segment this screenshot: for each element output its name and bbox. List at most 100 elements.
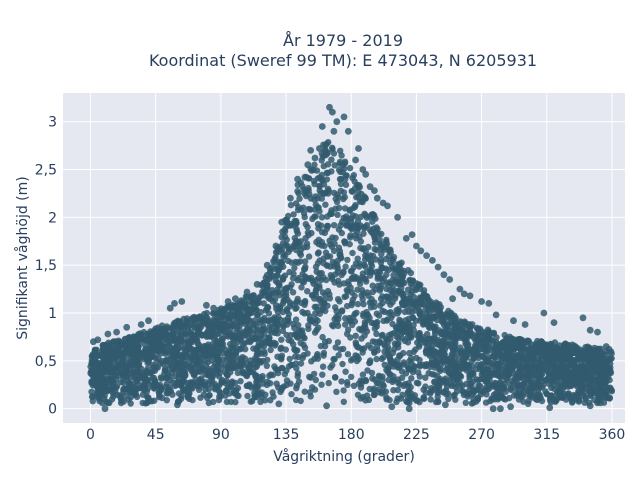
- data-point: [314, 221, 322, 228]
- data-point: [302, 258, 309, 265]
- data-point: [305, 231, 312, 239]
- data-point: [377, 295, 385, 303]
- data-point: [413, 332, 420, 339]
- x-tick-labels: 0 45 90 135 180 225 270 315 360: [86, 427, 625, 443]
- data-point: [309, 292, 317, 299]
- data-point: [272, 242, 280, 250]
- data-point: [510, 317, 517, 325]
- data-point: [246, 327, 254, 334]
- data-point: [360, 301, 367, 308]
- data-point: [502, 369, 509, 376]
- data-point: [379, 307, 386, 314]
- data-point: [519, 372, 526, 379]
- data-point: [131, 374, 138, 381]
- data-point: [393, 341, 400, 348]
- data-point: [330, 356, 337, 363]
- data-point: [244, 318, 251, 325]
- data-point: [335, 312, 342, 319]
- data-point: [107, 387, 115, 394]
- data-point: [224, 372, 231, 379]
- data-point: [331, 316, 338, 323]
- data-point: [250, 367, 257, 374]
- data-point: [484, 378, 491, 385]
- data-point: [249, 305, 256, 313]
- data-point: [472, 344, 479, 351]
- data-point: [477, 375, 484, 383]
- data-point: [367, 252, 374, 259]
- data-point: [241, 340, 248, 347]
- data-point: [318, 214, 326, 221]
- data-point: [312, 193, 319, 200]
- data-point: [278, 336, 285, 343]
- chart-title-line2: Koordinat (Sweref 99 TM): E 473043, N 62…: [149, 51, 537, 70]
- data-point: [398, 368, 406, 375]
- data-point: [337, 254, 344, 261]
- data-point: [269, 287, 276, 294]
- data-point: [178, 362, 186, 369]
- data-point: [187, 364, 194, 371]
- data-point: [362, 325, 369, 332]
- data-point: [157, 359, 164, 367]
- data-point: [300, 341, 307, 349]
- data-point: [158, 375, 165, 382]
- data-point: [390, 257, 397, 264]
- data-point: [369, 282, 376, 289]
- data-point: [461, 336, 469, 343]
- data-point: [88, 371, 96, 379]
- data-point: [287, 245, 294, 253]
- data-point: [386, 295, 393, 302]
- data-point: [446, 276, 454, 283]
- x-tick-label: 45: [147, 427, 165, 443]
- data-point: [261, 397, 269, 404]
- data-point: [451, 321, 458, 328]
- data-point: [405, 286, 412, 293]
- data-point: [413, 379, 421, 386]
- data-point: [293, 364, 300, 372]
- data-point: [92, 378, 99, 386]
- data-point: [293, 333, 301, 341]
- data-point: [478, 362, 485, 369]
- data-point: [186, 343, 193, 350]
- data-point: [428, 314, 436, 321]
- data-point: [389, 311, 396, 319]
- data-point: [485, 366, 492, 373]
- data-point: [280, 323, 287, 330]
- data-point: [342, 176, 349, 183]
- data-point: [266, 334, 273, 342]
- data-point: [418, 294, 426, 302]
- data-point: [292, 200, 300, 207]
- data-point: [161, 370, 168, 377]
- data-point: [519, 381, 526, 388]
- data-point: [302, 263, 309, 270]
- data-point: [393, 398, 400, 406]
- data-point: [341, 293, 348, 301]
- data-point: [172, 321, 179, 329]
- data-point: [267, 346, 274, 354]
- data-point: [423, 252, 430, 259]
- data-point: [561, 371, 568, 378]
- data-point: [281, 272, 289, 279]
- data-point: [366, 359, 374, 366]
- data-point: [253, 280, 261, 288]
- data-point: [136, 374, 143, 381]
- data-point: [174, 378, 182, 385]
- data-point: [229, 345, 236, 352]
- data-point: [338, 378, 345, 385]
- data-point: [217, 393, 224, 400]
- data-point: [214, 317, 222, 325]
- data-point: [491, 379, 499, 387]
- data-point: [122, 386, 129, 393]
- data-point: [193, 368, 200, 376]
- data-point: [287, 201, 295, 209]
- data-point: [603, 366, 610, 373]
- data-point: [341, 194, 348, 201]
- data-point: [432, 398, 440, 406]
- data-point: [410, 348, 417, 355]
- data-point: [366, 183, 374, 191]
- data-point: [415, 369, 422, 376]
- data-point: [402, 235, 410, 242]
- data-point: [434, 263, 442, 271]
- data-point: [187, 385, 195, 392]
- data-point: [286, 284, 294, 291]
- data-point: [295, 274, 302, 282]
